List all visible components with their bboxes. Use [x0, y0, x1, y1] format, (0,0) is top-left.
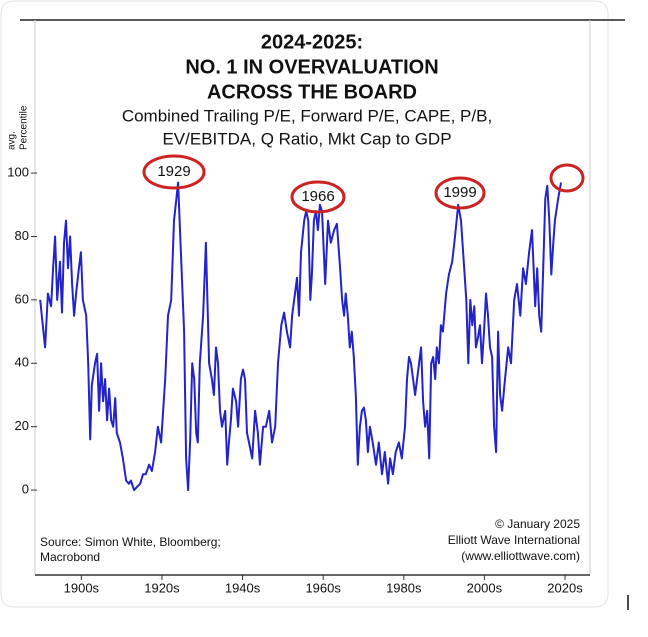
- y-axis-label: avg.: [7, 131, 18, 150]
- y-tick-label: 100: [7, 165, 29, 180]
- x-tick-label: 1960s: [305, 580, 341, 595]
- x-tick-label: 2000s: [467, 580, 503, 595]
- source: Source: Simon White, Bloomberg;: [40, 535, 221, 549]
- credit: Elliott Wave International: [448, 533, 580, 547]
- credit: (www.elliottwave.com): [461, 549, 580, 563]
- annotation: 1999: [443, 184, 476, 201]
- x-tick-label: 1980s: [386, 580, 422, 595]
- credit: © January 2025: [495, 517, 580, 531]
- y-tick-label: 40: [15, 355, 29, 370]
- subtitle: EV/EBITDA, Q Ratio, Mkt Cap to GDP: [162, 129, 451, 148]
- y-tick-label: 60: [15, 291, 29, 306]
- line-series: [39, 181, 562, 492]
- annotation-ring: [549, 163, 585, 193]
- chart-title: ACROSS THE BOARD: [207, 81, 417, 103]
- subtitle: Combined Trailing P/E, Forward P/E, CAPE…: [122, 106, 492, 125]
- chart-title: NO. 1 IN OVERVALUATION: [185, 56, 438, 78]
- y-tick-label: 80: [15, 228, 29, 243]
- annotation-ring: [434, 176, 486, 210]
- chart-title: 2024-2025:: [261, 31, 363, 53]
- annotation: 1966: [301, 188, 334, 205]
- card: [0, 0, 609, 608]
- x-tick-label: 1900s: [64, 580, 100, 595]
- source: Macrobond: [40, 550, 100, 564]
- y-axis-label: Percentile: [19, 105, 30, 150]
- x-tick-label: 1940s: [225, 580, 261, 595]
- annotation-ring: [142, 154, 206, 190]
- x-tick-label: 1920s: [144, 580, 180, 595]
- y-tick-label: 0: [22, 481, 29, 496]
- x-tick-label: 2020s: [547, 580, 583, 595]
- y-tick-label: 20: [15, 418, 29, 433]
- annotation-ring: [290, 180, 346, 214]
- annotation: 1929: [157, 163, 190, 180]
